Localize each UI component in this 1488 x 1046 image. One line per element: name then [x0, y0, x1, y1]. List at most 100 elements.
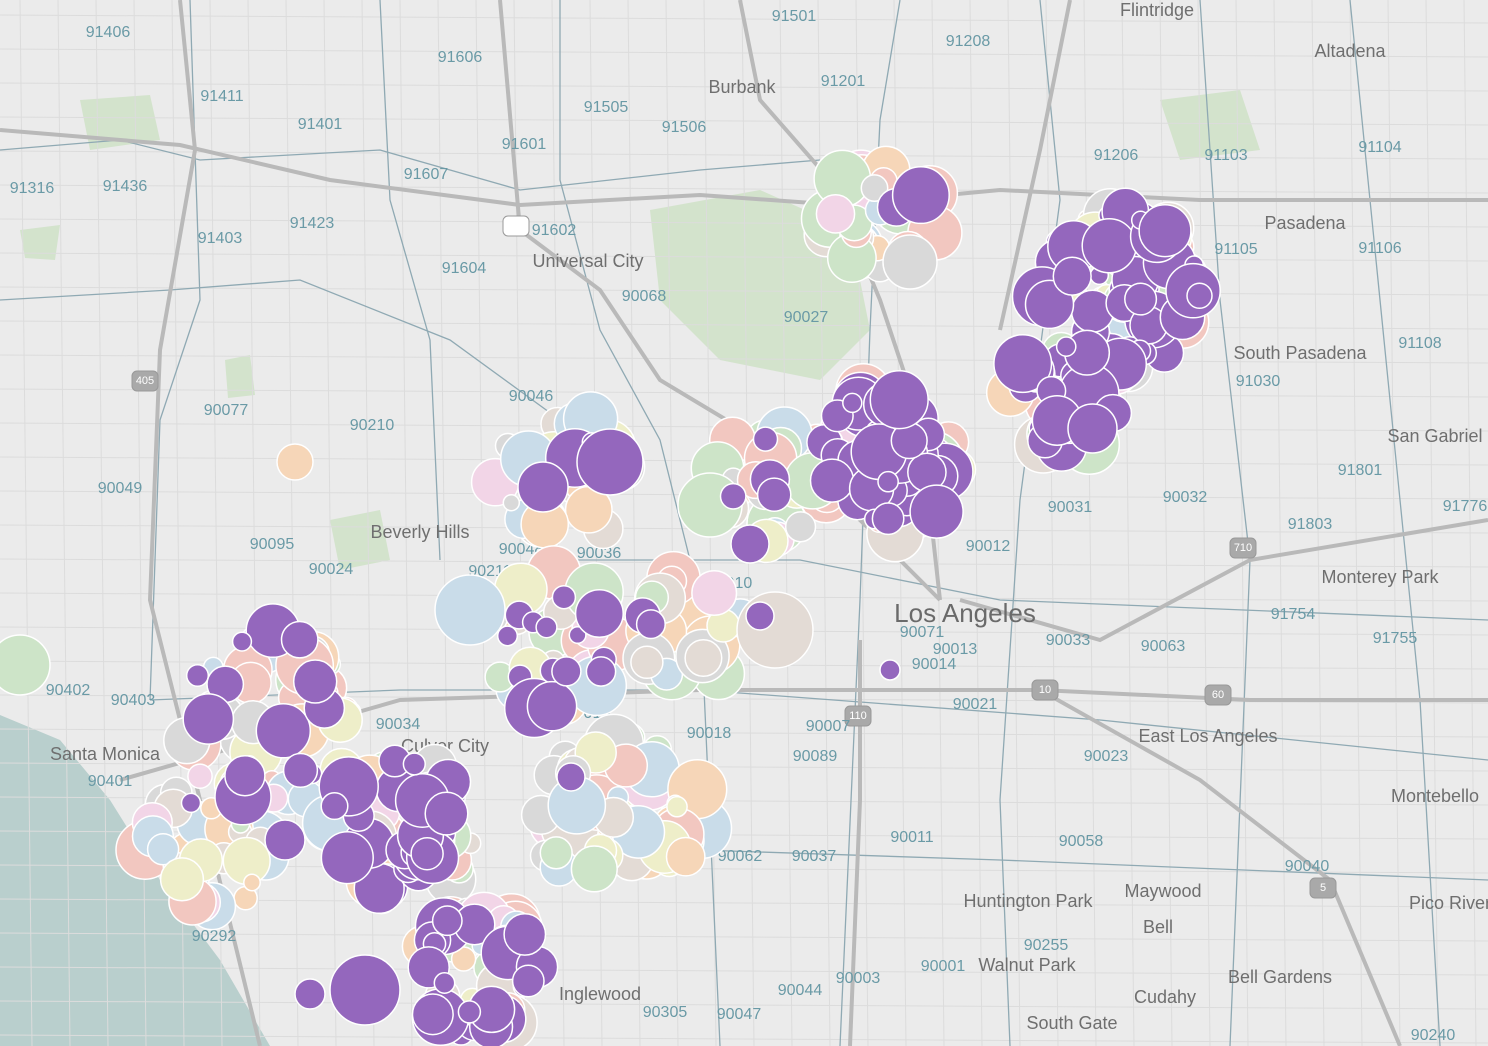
place-label: Walnut Park: [978, 955, 1076, 975]
zip-label: 90018: [687, 725, 732, 742]
bubble: [0, 634, 51, 696]
bubble-highlight: [869, 370, 929, 430]
zip-label: 90255: [1024, 937, 1069, 954]
bubble: [539, 836, 573, 870]
zip-label: 90001: [921, 958, 966, 975]
zip-label: 91601: [502, 136, 547, 153]
bubble-highlight: [433, 972, 456, 994]
shield-label: 710: [1234, 542, 1252, 554]
zip-label: 90240: [1411, 1027, 1456, 1044]
highway-shield: [1204, 684, 1232, 706]
bubble: [502, 493, 521, 512]
place-label: Bell Gardens: [1228, 967, 1332, 987]
bubble-highlight: [877, 470, 899, 493]
bubble-highlight: [224, 754, 266, 797]
bubble-layer: [0, 145, 1221, 1046]
shield-label: 5: [1320, 882, 1326, 894]
zip-label: 91103: [1204, 147, 1247, 164]
bubble: [736, 591, 814, 669]
bubble-highlight: [574, 588, 624, 639]
zip-label: 91604: [442, 260, 487, 277]
place-label: South Gate: [1026, 1013, 1117, 1033]
zip-label: 91776: [1443, 498, 1488, 515]
zip-label: 90058: [1059, 833, 1104, 850]
street: [0, 116, 1488, 126]
place-label: Cudahy: [1134, 987, 1196, 1007]
bubble: [882, 234, 938, 290]
bubble-highlight: [556, 762, 586, 792]
zip-label: 90037: [792, 848, 837, 865]
bubble-highlight: [752, 426, 779, 452]
zip-label: 91506: [662, 119, 707, 136]
place-label: Bell: [1143, 917, 1173, 937]
highway-shield: [131, 370, 159, 392]
street: [1425, 0, 1439, 1046]
zip-label: 90210: [350, 417, 395, 434]
bubble-highlight: [535, 616, 558, 639]
shield-label: 405: [136, 375, 154, 387]
zip-label: 90013: [933, 641, 978, 658]
bubble: [784, 511, 817, 543]
place-label: Burbank: [708, 77, 776, 97]
place-label: Universal City: [532, 251, 643, 271]
bubble-highlight: [526, 680, 578, 732]
bubble-highlight: [511, 964, 545, 998]
zip-label: 90063: [1141, 638, 1186, 655]
bubble-highlight: [503, 912, 547, 956]
shield-label: 110: [849, 710, 867, 722]
zip-label: 91105: [1214, 241, 1257, 258]
street: [0, 388, 1488, 398]
bubble: [665, 836, 706, 877]
zip-label: 91201: [821, 73, 866, 90]
bubble-highlight: [294, 978, 326, 1010]
street: [0, 218, 1488, 228]
bubble-highlight: [320, 792, 349, 821]
bubble-highlight: [1138, 204, 1192, 258]
place-label: Pico Rivera: [1409, 893, 1488, 913]
bubble-highlight: [756, 477, 792, 513]
zip-label: 91501: [772, 8, 817, 25]
bubble-highlight: [1186, 282, 1213, 310]
highway-shield: [1309, 877, 1337, 899]
bubble-highlight: [185, 663, 210, 688]
zip-label: 91801: [1338, 462, 1383, 479]
street: [1083, 0, 1097, 1046]
zip-label: 90007: [806, 718, 851, 735]
zip-label: 91208: [946, 33, 991, 50]
zip-label: 91602: [532, 222, 577, 239]
place-label: Inglewood: [559, 984, 641, 1004]
bubble: [159, 857, 205, 902]
bubble-highlight: [292, 659, 338, 704]
bubble-highlight: [551, 656, 582, 687]
bubble-highlight: [842, 392, 863, 414]
bubble-highlight: [282, 752, 319, 789]
zip-label: 91406: [86, 24, 131, 41]
bubble-highlight: [424, 791, 469, 836]
place-label: Huntington Park: [963, 891, 1093, 911]
bubble-highlight: [891, 166, 950, 225]
street: [1349, 0, 1363, 1046]
street: [57, 0, 71, 1046]
zip-label: 90046: [509, 388, 554, 405]
zip-label: 90012: [966, 538, 1011, 555]
place-label: Montebello: [1391, 786, 1479, 806]
bubble-highlight: [255, 703, 312, 759]
bubble: [146, 833, 180, 866]
zip-label: 91316: [10, 180, 55, 197]
street: [0, 286, 1488, 296]
highway-shield: [844, 705, 872, 727]
bubble-highlight: [993, 334, 1053, 394]
street: [969, 0, 983, 1046]
zip-label: 90003: [836, 970, 881, 987]
bubble-highlight: [730, 524, 770, 564]
zip-label: 90023: [1084, 748, 1129, 765]
bubble-highlight: [585, 656, 617, 687]
bubble-highlight: [1052, 256, 1092, 296]
bubble-highlight: [809, 458, 855, 503]
zip-label: 90014: [912, 656, 957, 673]
street: [0, 184, 1488, 194]
street: [19, 0, 33, 1046]
bubble: [434, 574, 506, 646]
